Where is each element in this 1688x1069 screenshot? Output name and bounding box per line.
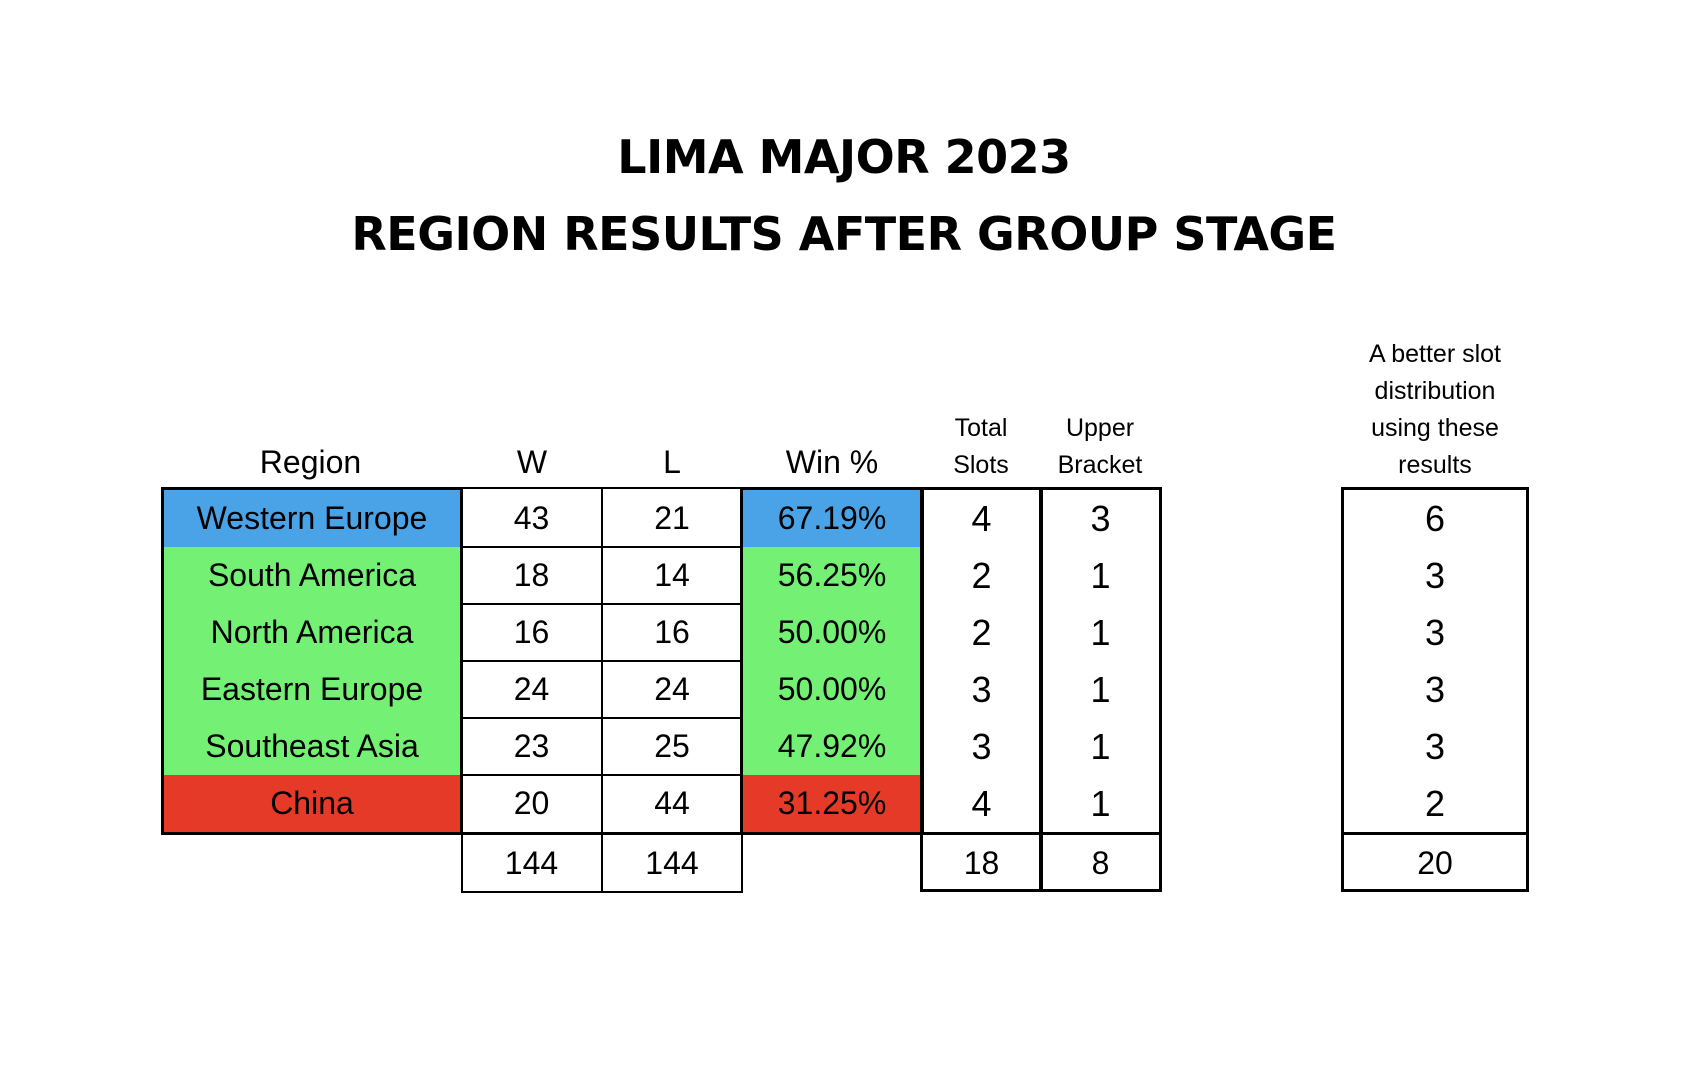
header-upper-line1: Upper <box>1065 414 1135 442</box>
wl-row-divider <box>461 546 742 548</box>
losses-cell: 44 <box>654 785 690 821</box>
total-slots-cell: 2 <box>971 554 992 596</box>
total-slots-sum-cell: 18 <box>963 845 1000 881</box>
total-slots-cell: 3 <box>971 725 992 767</box>
chart-subtitle: REGION RESULTS AFTER GROUP STAGE <box>351 207 1337 261</box>
losses-cell: 21 <box>654 500 690 536</box>
total-slots-cell: 2 <box>971 611 992 653</box>
wins-cell: 24 <box>513 671 550 707</box>
upper-bracket-footer-border <box>1039 832 1162 892</box>
header-total-line2: Slots <box>953 451 1009 479</box>
total-slots-footer-border <box>920 832 1043 892</box>
better-distribution-cell: 3 <box>1424 725 1446 767</box>
wl-row-divider <box>461 660 742 662</box>
wl-body-bottom-border <box>461 832 742 835</box>
header-total-line1: Total <box>954 414 1008 442</box>
header-win: Win % <box>785 444 879 480</box>
win-percent-cell: 47.92% <box>742 718 922 775</box>
wl-right-border <box>741 832 743 892</box>
wins-cell: 43 <box>513 500 550 536</box>
wl-mid-border <box>601 487 603 892</box>
total-slots-cell: 3 <box>971 668 992 710</box>
upper-bracket-sum-cell: 8 <box>1091 845 1110 881</box>
total-slots-cell: 4 <box>971 497 992 539</box>
header-l: L <box>663 444 681 480</box>
better-distribution-cell: 6 <box>1424 497 1446 539</box>
upper-bracket-cell: 1 <box>1090 554 1111 596</box>
region-column-border <box>161 487 463 835</box>
win-percent-cell: 67.19% <box>742 490 922 547</box>
header-better-line4: results <box>1398 451 1472 479</box>
wl-row-divider <box>461 774 742 776</box>
header-better-line3: using these <box>1371 414 1499 442</box>
wins-cell: 18 <box>513 557 550 593</box>
better-distribution-cell: 3 <box>1424 611 1446 653</box>
region-cell: China <box>163 775 461 832</box>
upper-bracket-cell: 3 <box>1090 497 1111 539</box>
upper-bracket-column-border <box>1039 487 1162 835</box>
upper-bracket-cell: 1 <box>1090 611 1111 653</box>
region-cell: Southeast Asia <box>163 718 461 775</box>
win-percent-cell: 56.25% <box>742 547 922 604</box>
region-cell: Eastern Europe <box>163 661 461 718</box>
losses-cell: 16 <box>654 614 690 650</box>
better-distribution-footer-border <box>1341 832 1529 892</box>
upper-bracket-cell: 1 <box>1090 782 1111 824</box>
wins-cell: 20 <box>513 785 550 821</box>
total-wins-cell: 144 <box>504 845 559 881</box>
losses-cell: 14 <box>654 557 690 593</box>
better-distribution-sum-cell: 20 <box>1417 845 1453 881</box>
total-slots-cell: 4 <box>971 782 992 824</box>
header-total-slots: Total Slots <box>922 410 1040 484</box>
upper-bracket-cell: 1 <box>1090 725 1111 767</box>
region-cell: South America <box>163 547 461 604</box>
wl-row-divider <box>461 603 742 605</box>
total-losses-cell: 144 <box>645 845 699 881</box>
better-distribution-cell: 3 <box>1424 554 1446 596</box>
win-percent-cell: 50.00% <box>742 604 922 661</box>
header-better-line1: A better slot <box>1368 340 1502 368</box>
better-distribution-cell: 3 <box>1424 668 1446 710</box>
better-distribution-column-border <box>1341 487 1529 835</box>
losses-cell: 24 <box>654 671 690 707</box>
losses-cell: 25 <box>654 728 690 764</box>
header-w: W <box>516 444 548 480</box>
upper-bracket-cell: 1 <box>1090 668 1111 710</box>
better-distribution-cell: 2 <box>1424 782 1446 824</box>
wins-cell: 23 <box>513 728 550 764</box>
region-cell: North America <box>163 604 461 661</box>
region-cell: Western Europe <box>163 490 461 547</box>
header-region: Region <box>259 444 362 480</box>
wl-left-border <box>461 487 463 892</box>
win-percent-cell: 31.25% <box>742 775 922 832</box>
wl-bottom-border <box>461 891 743 893</box>
header-upper-line2: Bracket <box>1057 451 1143 479</box>
wins-cell: 16 <box>513 614 550 650</box>
header-better-distribution: A better slot distribution using these r… <box>1320 336 1550 484</box>
win-percent-cell: 50.00% <box>742 661 922 718</box>
wl-row-divider <box>461 717 742 719</box>
chart-title: LIMA MAJOR 2023 <box>617 130 1071 184</box>
win-percent-column-border <box>740 487 924 835</box>
total-slots-column-border <box>920 487 1043 835</box>
header-upper-bracket: Upper Bracket <box>1040 410 1160 484</box>
header-better-line2: distribution <box>1374 377 1496 405</box>
